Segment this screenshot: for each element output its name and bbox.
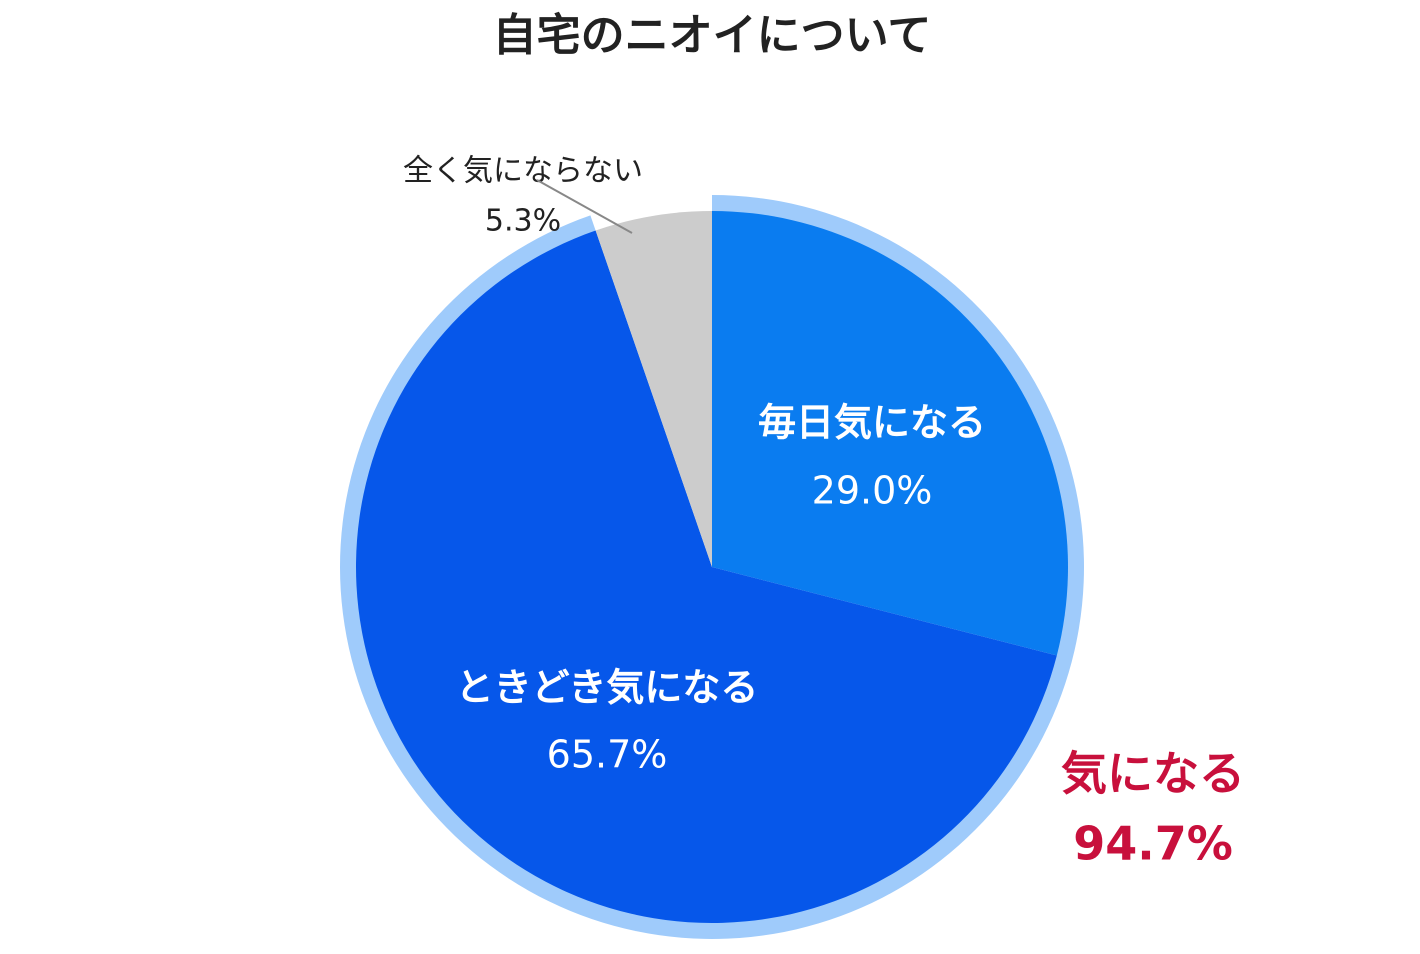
pie-slice <box>595 211 712 567</box>
chart-title: 自宅のニオイについて <box>493 10 932 61</box>
leader-line <box>536 179 633 234</box>
pie-slice <box>355 230 1057 924</box>
pie-slice <box>712 211 1068 656</box>
slice-value-label: 5.3% <box>485 204 561 239</box>
group-value-label: 94.7% <box>1073 817 1233 871</box>
slice-value-label: 29.0% <box>812 469 933 513</box>
group-label: 気になる <box>1061 747 1245 801</box>
slice-label: ときどき気になる <box>456 666 759 710</box>
slice-label: 毎日気になる <box>758 401 986 445</box>
slice-label: 全く気にならない <box>403 154 643 189</box>
slice-value-label: 65.7% <box>547 733 668 777</box>
